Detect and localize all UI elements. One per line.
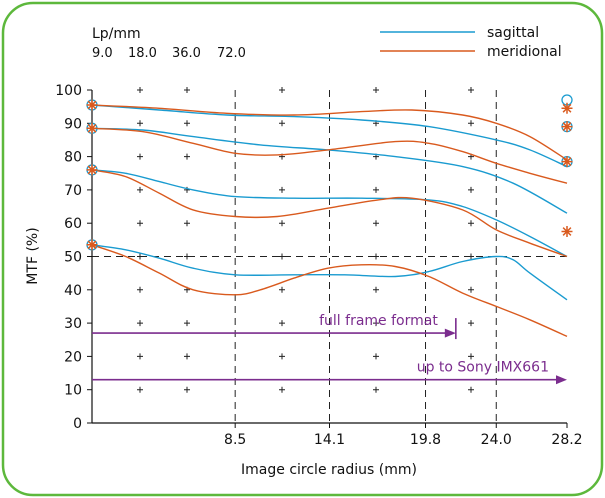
annotation-label: full frame format <box>319 313 438 329</box>
annotation-arrow-head <box>556 375 567 385</box>
edge-marker-star <box>86 164 98 176</box>
grid-plus <box>468 386 474 393</box>
edge-marker-star <box>561 226 573 237</box>
grid-plus <box>373 353 379 360</box>
annotation-arrow-head <box>444 328 456 338</box>
meridional-curve-72-0 <box>91 244 568 338</box>
x-tick-label: 19.8 <box>410 432 441 448</box>
frequency-legend-title: Lp/mm <box>92 26 141 42</box>
edge-marker-star <box>86 122 98 134</box>
grid-plus <box>468 286 474 293</box>
y-tick-label: 80 <box>64 150 82 166</box>
annotation-label: up to Sony IMX661 <box>417 360 549 376</box>
meridional-curve-18-0 <box>91 127 568 184</box>
grid-plus <box>137 353 143 360</box>
grid-plus <box>184 220 190 227</box>
x-ticks: 8.5 14.1 19.8 24.0 28.2 <box>224 423 583 448</box>
edge-marker-star <box>561 121 573 133</box>
grid-plus <box>468 186 474 193</box>
sagittal-curve-9-0 <box>91 104 568 168</box>
grid-plus <box>468 120 474 127</box>
grid-plus <box>137 220 143 227</box>
meridional-curve-36-0 <box>91 169 568 258</box>
x-tick-label: 8.5 <box>224 432 246 448</box>
grid-plus <box>373 386 379 393</box>
frequency-legend-value-3: 36.0 <box>172 46 201 61</box>
grid-plus <box>279 220 285 227</box>
mtf-curves <box>91 104 568 338</box>
meridional-curve-9-0 <box>91 104 568 161</box>
grid-plus <box>279 320 285 327</box>
legend-label-meridional: meridional <box>487 44 562 60</box>
grid-plus <box>373 320 379 327</box>
y-tick-label: 20 <box>64 349 82 365</box>
grid-plus <box>279 87 285 93</box>
edge-marker-star <box>86 99 98 111</box>
grid-plus <box>373 220 379 227</box>
grid-plus <box>468 320 474 327</box>
grid-plus <box>279 386 285 393</box>
y-axis-label: MTF (%) <box>25 227 41 284</box>
sagittal-curve-72-0 <box>91 244 568 301</box>
axis-markers <box>86 94 573 251</box>
y-ticks: 0 10 20 30 40 50 60 70 80 90 100 <box>55 83 92 432</box>
grid-plus <box>137 87 143 93</box>
grid-plus <box>279 353 285 360</box>
x-axis-label: Image circle radius (mm) <box>241 462 417 478</box>
grid-plus <box>184 386 190 393</box>
y-tick-label: 40 <box>64 283 82 299</box>
grid-plus <box>468 87 474 93</box>
legend-label-sagittal: sagittal <box>487 25 539 41</box>
grid-plus <box>137 386 143 393</box>
grid-plus <box>184 120 190 127</box>
grid-plus <box>137 120 143 127</box>
grid-plus <box>279 286 285 293</box>
grid-plus <box>137 153 143 160</box>
frequency-legend-value-4: 72.0 <box>217 46 246 61</box>
grid-plus <box>373 286 379 293</box>
grid-plus <box>184 87 190 93</box>
x-tick-label: 24.0 <box>481 432 512 448</box>
frequency-legend-value-1: 9.0 <box>92 46 113 61</box>
sagittal-curve-36-0 <box>91 169 568 258</box>
grid-plus <box>279 120 285 127</box>
grid-plus <box>184 153 190 160</box>
grid-plus <box>137 186 143 193</box>
edge-marker-star <box>561 156 573 168</box>
y-tick-label: 10 <box>64 383 82 399</box>
y-tick-label: 60 <box>64 216 82 232</box>
plus-grid <box>137 87 474 393</box>
reference-lines <box>92 90 567 423</box>
y-tick-label: 70 <box>64 183 82 199</box>
edge-marker-star <box>561 102 573 114</box>
grid-plus <box>468 220 474 227</box>
grid-plus <box>279 186 285 193</box>
y-tick-label: 90 <box>64 116 82 132</box>
x-tick-label: 14.1 <box>314 432 345 448</box>
grid-plus <box>373 186 379 193</box>
y-tick-label: 0 <box>73 416 82 432</box>
grid-plus <box>184 353 190 360</box>
grid-plus <box>184 320 190 327</box>
x-tick-label: 28.2 <box>551 432 582 448</box>
y-tick-label: 50 <box>64 250 82 266</box>
y-tick-label: 30 <box>64 316 82 332</box>
grid-plus <box>137 320 143 327</box>
grid-plus <box>468 353 474 360</box>
grid-plus <box>137 286 143 293</box>
annotations: full frame format up to Sony IMX661 <box>92 313 567 385</box>
grid-plus <box>373 87 379 93</box>
y-tick-label: 100 <box>55 83 82 99</box>
frequency-legend-value-2: 18.0 <box>128 46 157 61</box>
edge-marker-star <box>86 239 98 251</box>
